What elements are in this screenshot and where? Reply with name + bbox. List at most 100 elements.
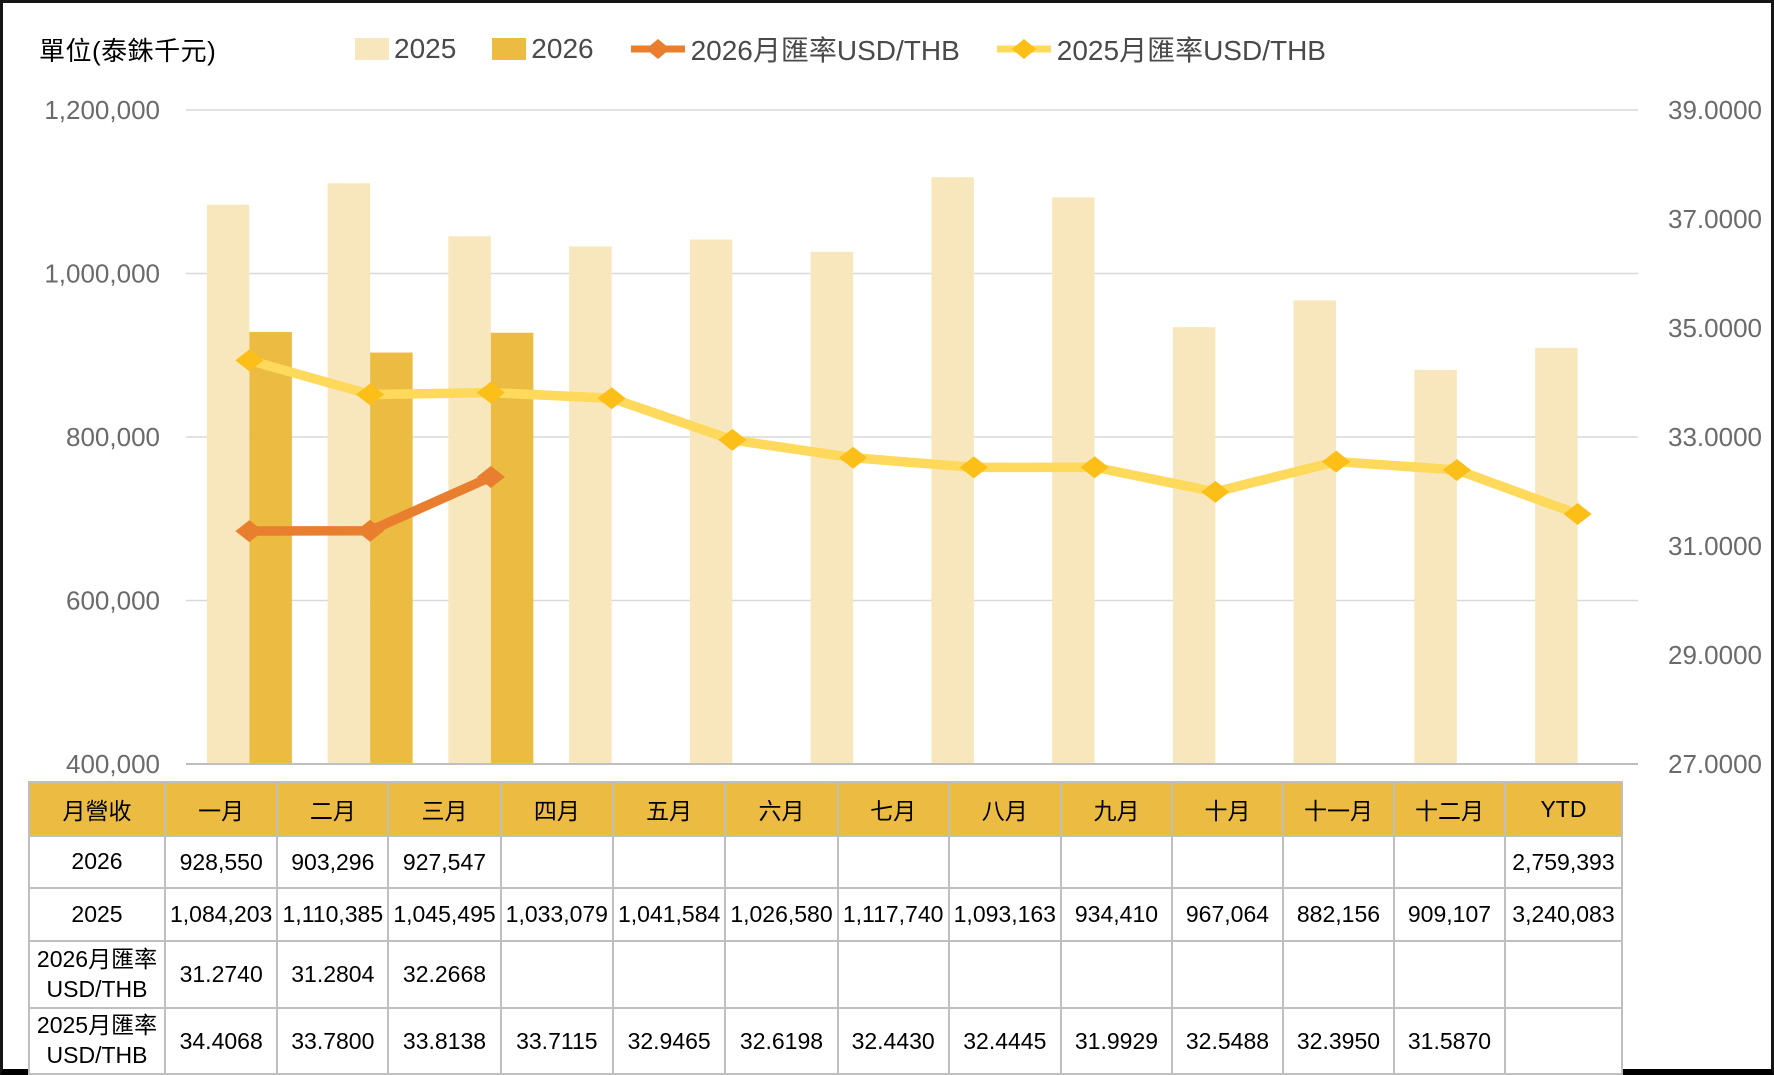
rate-marker — [356, 383, 385, 406]
legend-label: 2026 — [531, 33, 594, 64]
rate-marker — [1442, 458, 1471, 481]
table-cell — [724, 835, 839, 889]
table-row: 2026月匯率 USD/THB 31.2740 31.2804 32.2668 — [28, 940, 1623, 1009]
table-cell — [724, 940, 839, 1009]
table-header-cell: 月營收 — [28, 781, 166, 837]
table-cell — [1170, 940, 1284, 1009]
table-row-label: 2026 — [28, 835, 166, 889]
table-cell — [836, 940, 950, 1009]
rate-marker — [839, 446, 868, 469]
table-cell — [1170, 835, 1284, 889]
table-cell — [836, 835, 950, 889]
bar-2026-一月 — [249, 331, 292, 764]
table-cell: 928,550 — [163, 835, 279, 889]
table-header-row: 月營收 一月 二月 三月 四月 五月 六月 七月 八月 九月 十月 十一月 十二月 YTD — [28, 781, 1623, 837]
rate-marker — [356, 519, 385, 542]
table-cell: 31.2740 — [163, 940, 279, 1009]
table-row-label: 2026月匯率 USD/THB — [28, 940, 166, 1009]
right-axis-tick-label: 39.0000 — [1668, 95, 1762, 125]
right-axis-tick-label: 29.0000 — [1668, 640, 1762, 670]
table-cell: 1,084,203 — [163, 887, 279, 942]
table-cell: 1,045,495 — [387, 887, 502, 942]
bar-2025-五月 — [689, 239, 733, 765]
table-header-cell: YTD — [1503, 781, 1623, 837]
table-cell: 934,410 — [1059, 887, 1173, 942]
table-header-cell: 三月 — [387, 781, 502, 837]
rate-marker — [476, 465, 505, 488]
table-cell: 32.3950 — [1281, 1007, 1395, 1075]
table-cell: 967,064 — [1170, 887, 1284, 942]
table-header-cell: 一月 — [163, 781, 279, 837]
right-axis-tick-label: 35.0000 — [1668, 313, 1762, 343]
left-axis-tick-label: 400,000 — [66, 749, 160, 779]
legend-item-2: 2026 — [492, 33, 594, 65]
rate-marker — [235, 520, 264, 543]
table-cell: 31.5870 — [1392, 1007, 1506, 1075]
table-cell: 2,759,393 — [1503, 835, 1623, 889]
table-cell: 927,547 — [387, 835, 502, 889]
legend-line-marker-icon — [630, 39, 685, 59]
table-cell — [611, 940, 727, 1009]
table-header-cell: 二月 — [276, 781, 390, 837]
table-cell: 1,033,079 — [499, 887, 614, 942]
bar-2026-三月 — [490, 332, 534, 764]
legend-swatch-icon — [492, 38, 527, 60]
table-cell — [1281, 835, 1395, 889]
rate-marker — [959, 456, 988, 479]
bar-2025-六月 — [810, 251, 854, 764]
bar-2025-十二月 — [1535, 347, 1578, 764]
table-cell: 33.7800 — [276, 1007, 390, 1075]
table-cell — [947, 940, 1062, 1009]
unit-label: 單位(泰銖千元) — [39, 36, 217, 66]
table-cell — [1503, 940, 1623, 1009]
bar-2025-八月 — [1052, 197, 1095, 765]
table-header-cell: 十月 — [1170, 781, 1284, 837]
rate-marker — [1201, 480, 1230, 503]
table-cell: 31.9929 — [1059, 1007, 1173, 1075]
table-cell: 33.7115 — [499, 1007, 614, 1075]
legend-label: 2025 — [394, 33, 457, 64]
table-header-cell: 九月 — [1059, 781, 1173, 837]
table-row: 2026 928,550 903,296 927,547 2,759,393 — [28, 835, 1623, 889]
revenue-exchange-combo-chart: 400,000 600,000 800,000 1,000,000 1,200,000 2… — [44, 95, 1762, 779]
table-cell — [1392, 940, 1506, 1009]
legend-item-1: 2025 — [355, 33, 456, 65]
table-header-cell: 七月 — [836, 781, 950, 837]
table-cell: 34.4068 — [163, 1007, 279, 1075]
table-header-cell: 十二月 — [1392, 781, 1506, 837]
monthly-revenue-table: 月營收 一月 二月 三月 四月 五月 六月 七月 八月 九月 十月 十一月 十二月 YTD 2026 928,… — [28, 781, 1623, 1075]
table-row: 2025 1,084,203 1,110,385 1,045,495 1,033,079… — [28, 887, 1623, 942]
bar-2025-九月 — [1172, 327, 1216, 764]
table-header-cell: 五月 — [611, 781, 727, 837]
table-cell: 32.9465 — [611, 1007, 727, 1075]
legend-label: 2026月匯率USD/THB — [690, 35, 960, 66]
table-cell — [1059, 835, 1173, 889]
bar-2025-十一月 — [1414, 369, 1457, 764]
table-cell: 909,107 — [1392, 887, 1506, 942]
bar-2026-二月 — [370, 352, 413, 764]
table-cell: 32.2668 — [387, 940, 502, 1009]
right-axis-tick-label: 37.0000 — [1668, 204, 1762, 234]
left-axis-tick-label: 1,000,000 — [44, 259, 160, 289]
left-axis-tick-label: 1,200,000 — [44, 95, 160, 125]
table-row-label: 2025月匯率 USD/THB — [28, 1007, 166, 1075]
table-cell: 882,156 — [1281, 887, 1395, 942]
rate-marker — [1080, 456, 1109, 479]
right-axis-tick-label: 33.0000 — [1668, 422, 1762, 452]
rate-marker — [718, 428, 747, 451]
rate-marker — [1563, 503, 1592, 526]
left-axis-tick-label: 800,000 — [66, 422, 160, 452]
legend-swatch-icon — [355, 38, 389, 60]
table-cell: 1,093,163 — [947, 887, 1062, 942]
table-cell: 1,110,385 — [276, 887, 390, 942]
table-cell: 3,240,083 — [1503, 887, 1623, 942]
table-row-label: 2025 — [28, 887, 166, 942]
table-header-cell: 四月 — [499, 781, 614, 837]
table-cell: 32.4430 — [836, 1007, 950, 1075]
bar-2025-一月 — [206, 204, 250, 764]
table-cell: 903,296 — [276, 835, 390, 889]
table-cell — [499, 940, 614, 1009]
rate-marker — [235, 349, 264, 372]
table-cell: 32.6198 — [724, 1007, 839, 1075]
table-cell: 32.4445 — [947, 1007, 1062, 1075]
